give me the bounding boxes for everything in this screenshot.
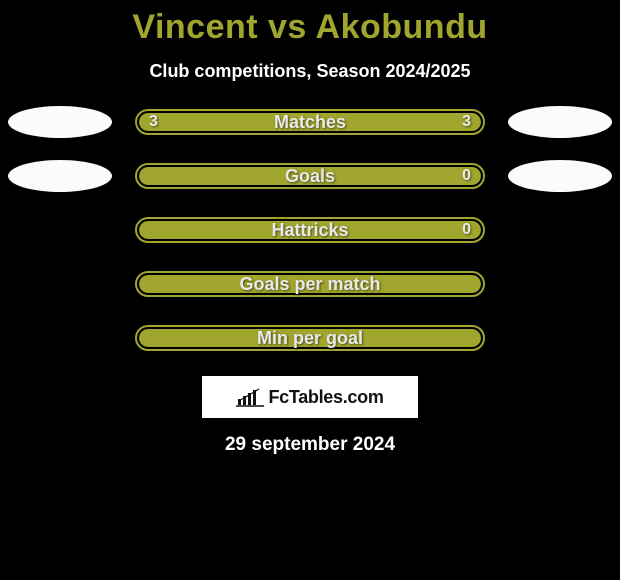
right-oval-icon [508,106,612,138]
logo-box: FcTables.com [202,376,418,418]
page-title: Vincent vs Akobundu [0,0,620,47]
stat-right-value: 3 [462,111,471,133]
date-text: 29 september 2024 [0,434,620,456]
right-spacer [508,322,612,354]
stat-bar-gpm: Goals per match [135,271,485,297]
stat-bar-goals: Goals 0 [135,163,485,189]
stat-bar-matches: 3 Matches 3 [135,109,485,135]
stat-bar-hattricks: Hattricks 0 [135,217,485,243]
stats-rows: 3 Matches 3 Goals 0 Hattricks 0 [0,106,620,354]
stat-row-goals: Goals 0 [0,160,620,192]
stat-bar-mpg: Min per goal [135,325,485,351]
subtitle-text: Club competitions, Season 2024/2025 [149,61,470,81]
right-spacer [508,214,612,246]
stat-label: Goals [137,165,483,187]
stat-label: Hattricks [137,219,483,241]
date-value: 29 september 2024 [225,434,395,455]
stat-right-value: 0 [462,165,471,187]
left-spacer [8,322,112,354]
stat-row-goals-per-match: Goals per match [0,268,620,300]
left-oval-icon [8,160,112,192]
stat-label: Min per goal [137,327,483,349]
subtitle: Club competitions, Season 2024/2025 [0,61,620,82]
stat-label: Goals per match [137,273,483,295]
stat-row-min-per-goal: Min per goal [0,322,620,354]
logo-text: FcTables.com [268,387,383,408]
right-spacer [508,268,612,300]
stat-row-matches: 3 Matches 3 [0,106,620,138]
left-spacer [8,214,112,246]
stat-right-value: 0 [462,219,471,241]
right-oval-icon [508,160,612,192]
left-spacer [8,268,112,300]
stat-label: Matches [137,111,483,133]
bar-chart-icon [236,387,264,407]
left-oval-icon [8,106,112,138]
title-text: Vincent vs Akobundu [132,8,487,46]
stat-row-hattricks: Hattricks 0 [0,214,620,246]
